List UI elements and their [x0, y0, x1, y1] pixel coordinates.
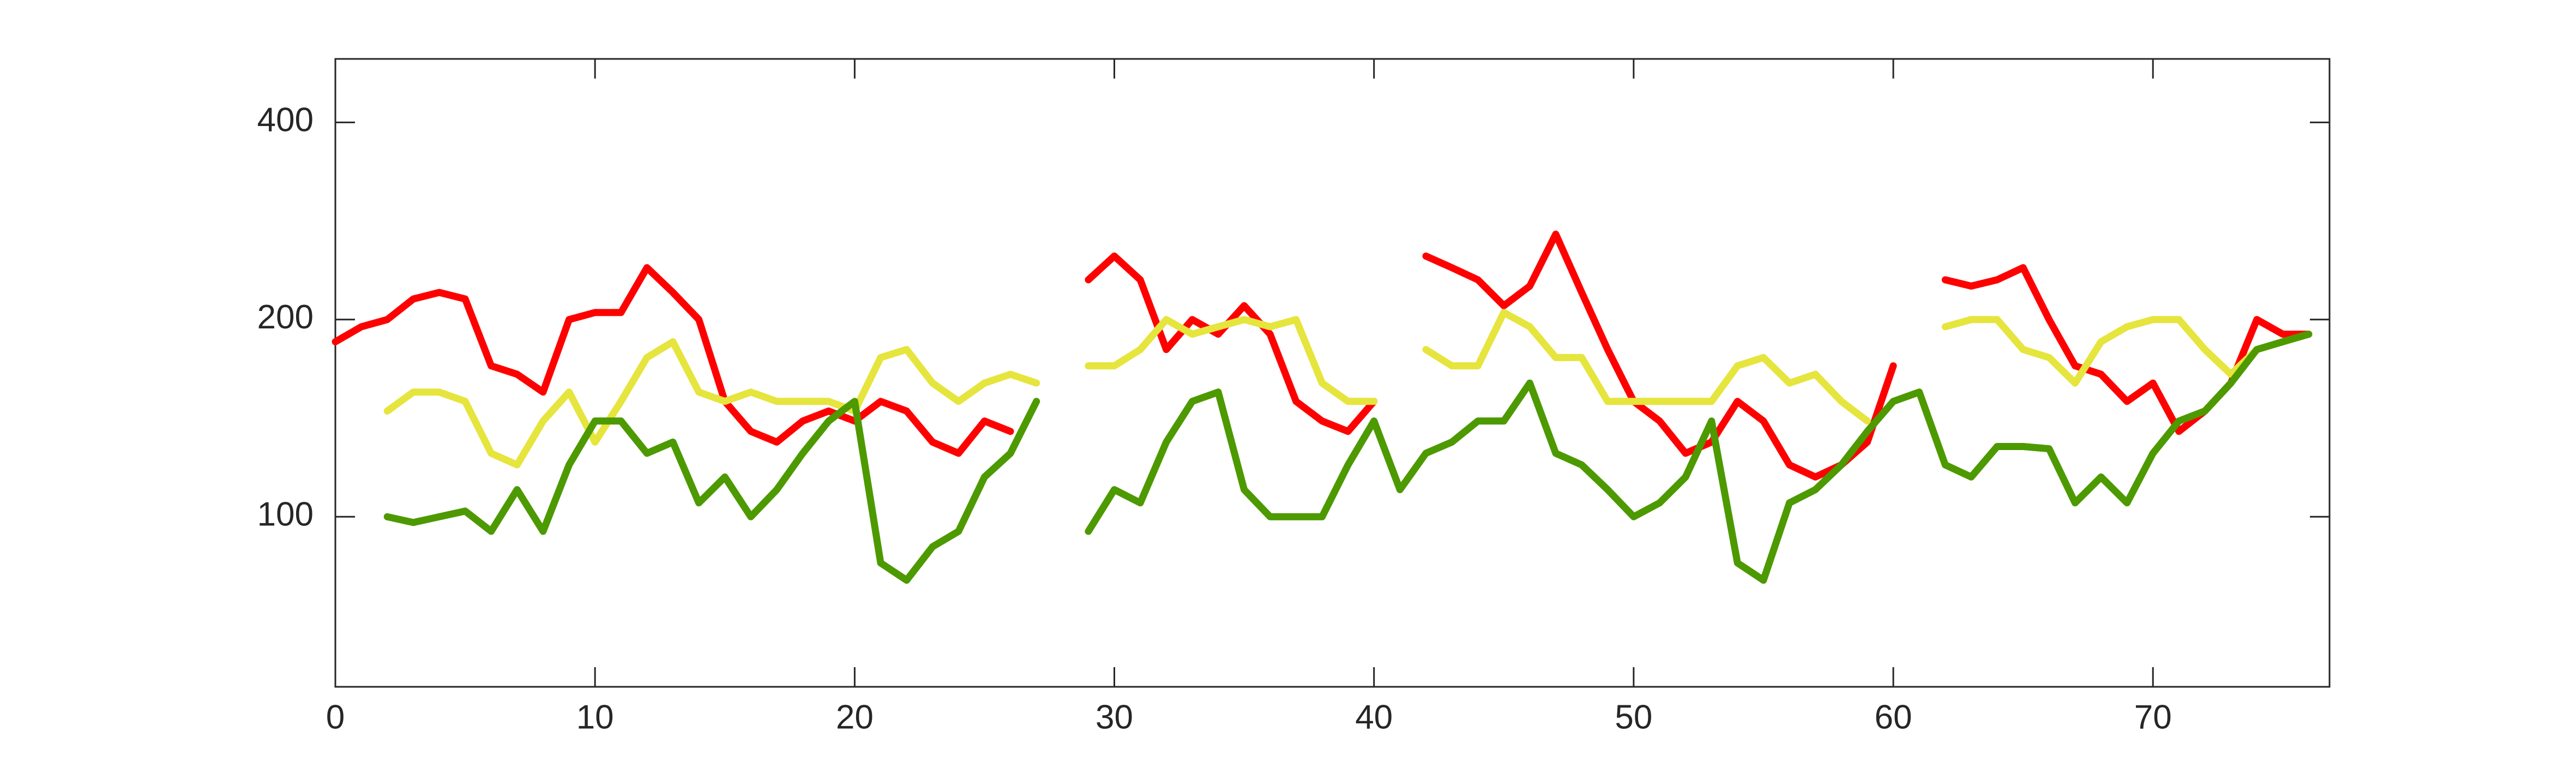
y-tick-label: 200 — [257, 298, 314, 336]
x-tick-label: 30 — [1096, 698, 1133, 736]
series-line — [383, 331, 2313, 584]
x-tick-label: 20 — [836, 698, 874, 736]
y-tick-label: 400 — [257, 101, 314, 139]
x-tick-label: 70 — [2134, 698, 2172, 736]
x-tick-label: 10 — [576, 698, 614, 736]
x-tick-label: 60 — [1875, 698, 1912, 736]
x-tick-label: 50 — [1615, 698, 1652, 736]
plot-frame — [334, 58, 2331, 688]
series-line — [383, 309, 2313, 469]
y-tick-label: 100 — [257, 496, 314, 534]
x-tick-label: 40 — [1355, 698, 1393, 736]
x-tick-label: 0 — [326, 698, 345, 736]
